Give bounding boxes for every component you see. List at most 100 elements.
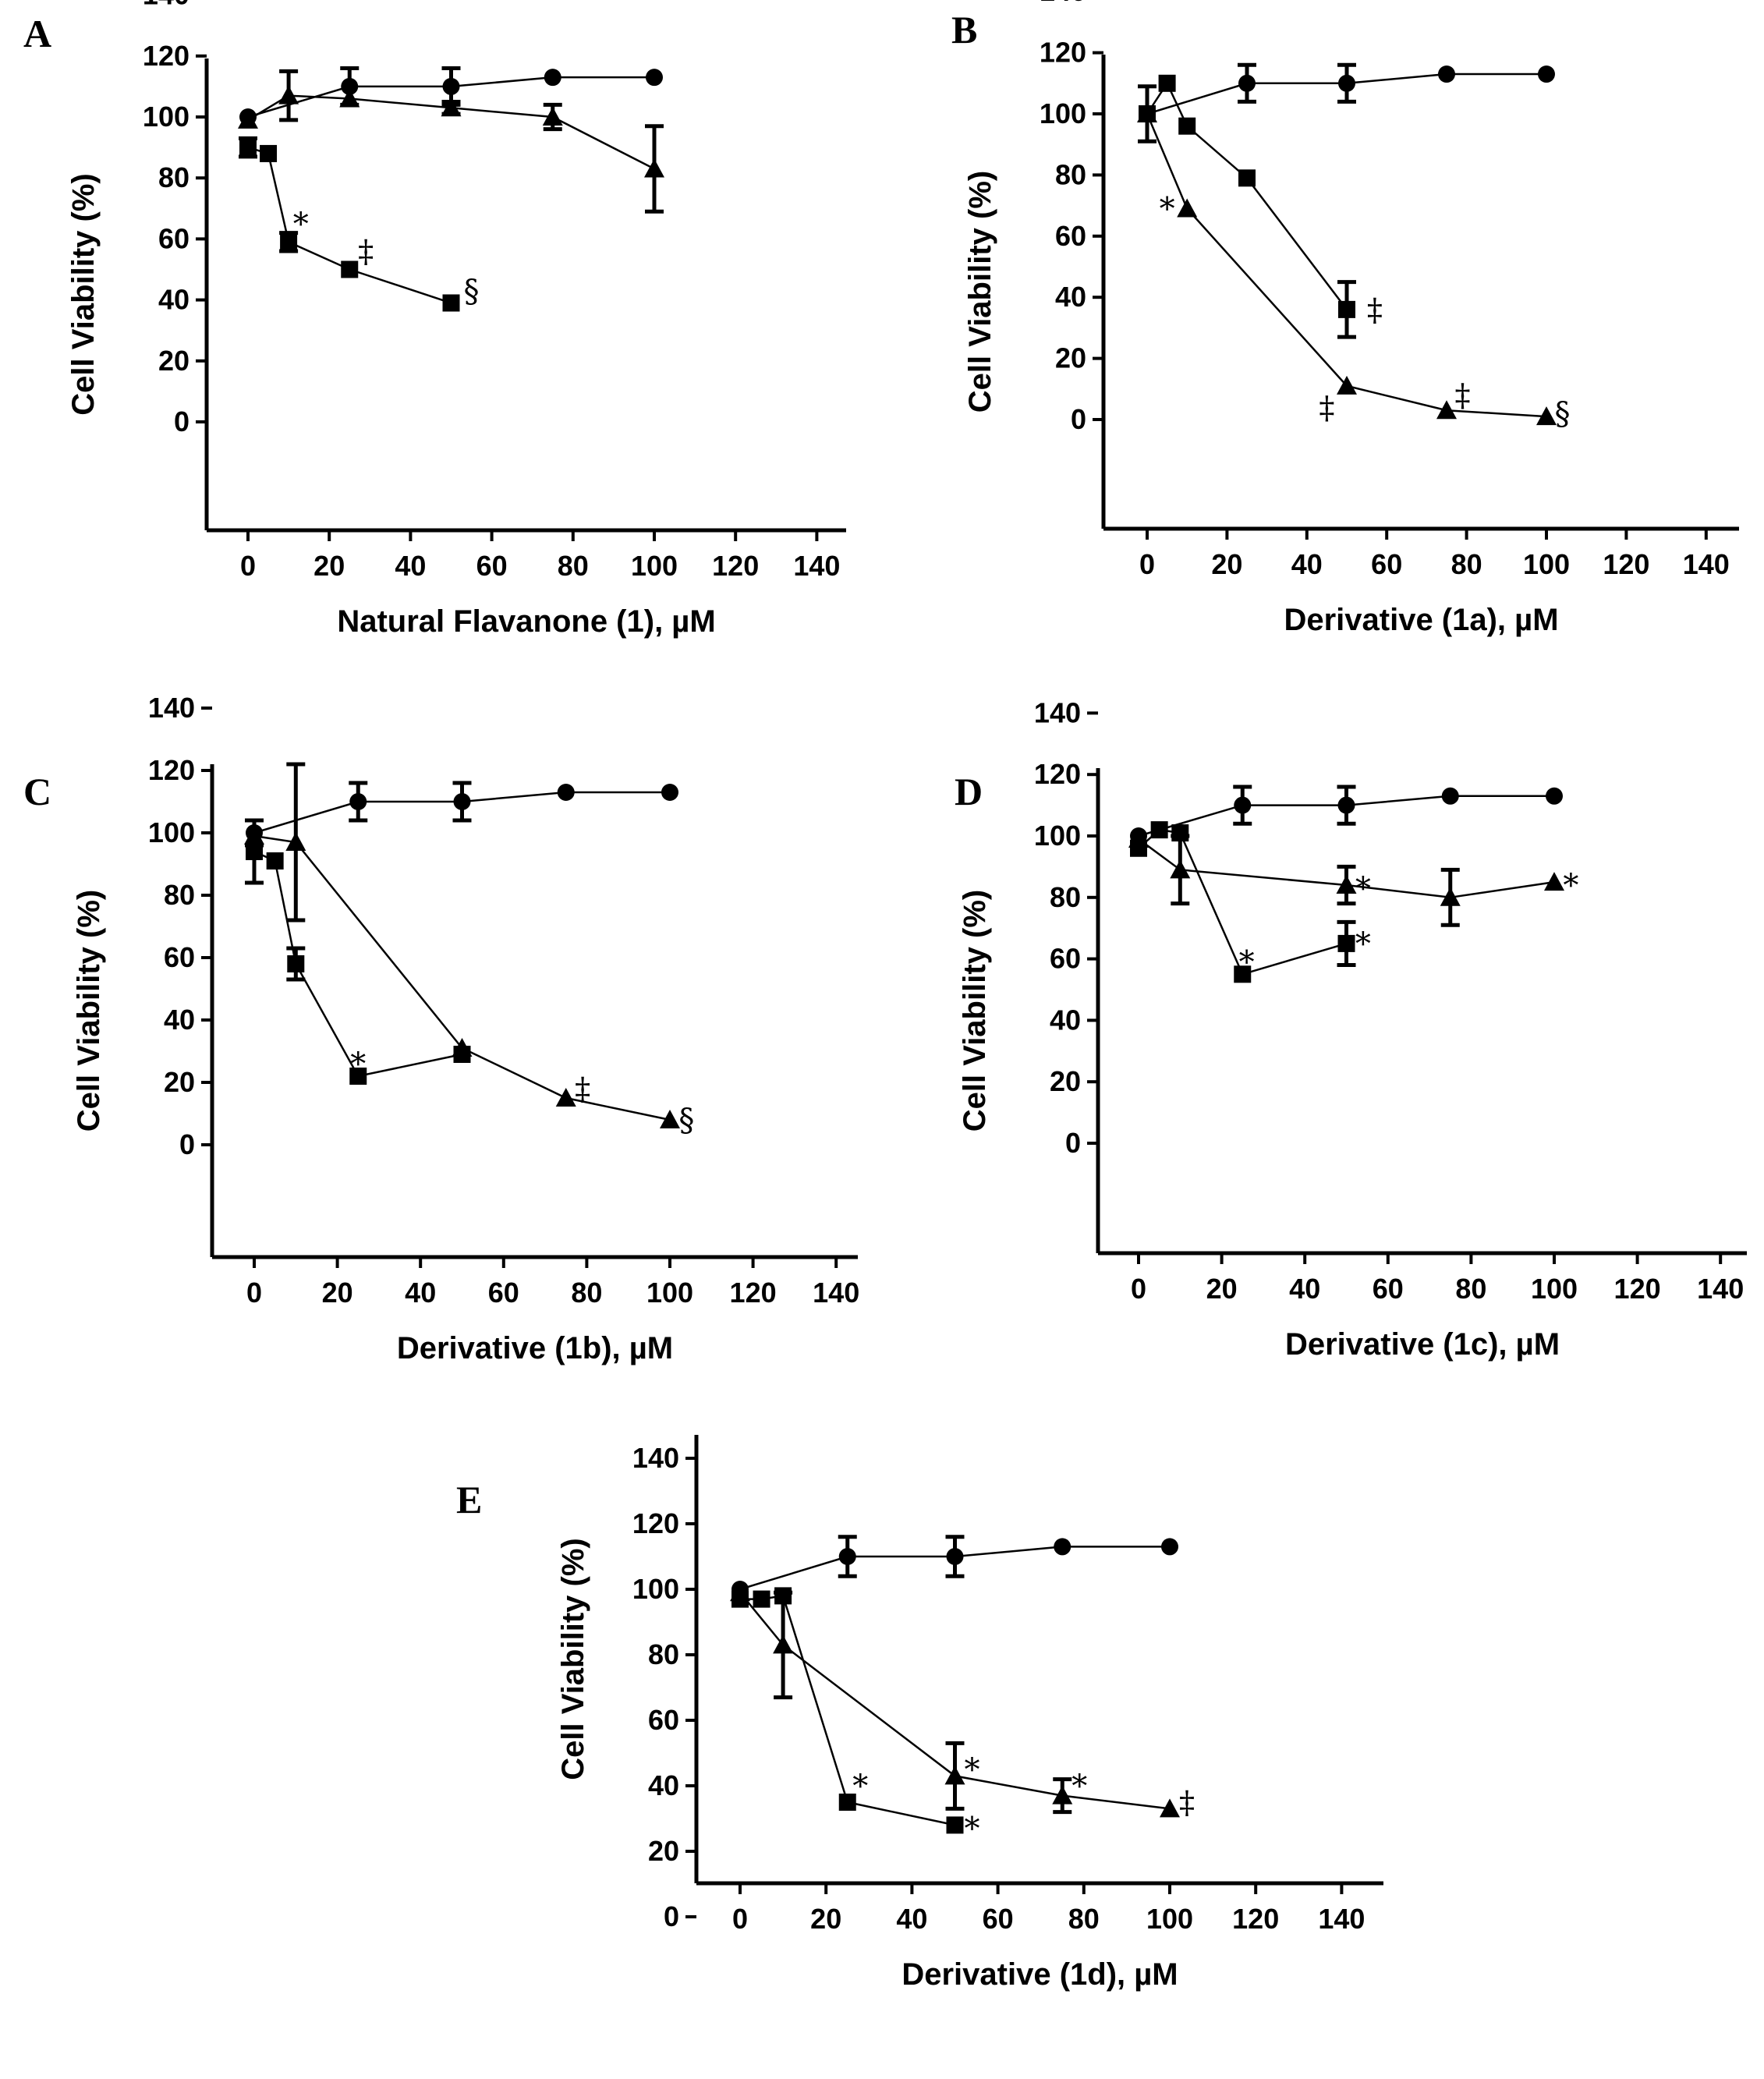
panel-e: E 0 20 40 60 80 100 120 140 0 20 40 60 80 100 120 140 Der… [456, 1435, 1383, 1992]
significance-annotation: * [1355, 871, 1371, 907]
y-tick-label: 140 [143, 0, 190, 11]
y-tick-label: 120 [1040, 37, 1086, 69]
panel-d: D 0 20 40 60 80 100 120 140 0 20 40 60 80 100 120 140 Der… [955, 696, 1747, 1362]
y-tick-label: 100 [148, 816, 195, 848]
y-axis-title: Cell Viability (%) [963, 171, 997, 413]
x-axis-title: Derivative (1d), µM [901, 1957, 1178, 1992]
x-tick-label: 40 [1289, 1273, 1320, 1305]
x-tick-label: 40 [405, 1277, 436, 1309]
y-tick-label: 140 [148, 692, 195, 724]
circle-point [1054, 1538, 1072, 1556]
y-tick-label: 100 [143, 101, 190, 133]
significance-annotation: * [350, 1047, 366, 1082]
square-point [1171, 824, 1189, 842]
x-tick-label: 100 [646, 1277, 693, 1309]
x-tick-label: 60 [1373, 1273, 1404, 1305]
y-tick-label: 140 [1040, 0, 1086, 7]
y-tick-label: 80 [164, 879, 195, 911]
square-point [1337, 934, 1355, 952]
significance-annotation: * [1239, 945, 1255, 981]
triangle-point [238, 109, 258, 129]
triangle-point [1337, 375, 1357, 395]
y-tick-label: 0 [664, 1900, 679, 1932]
x-tick-label: 100 [1531, 1273, 1578, 1305]
significance-annotation: * [1355, 926, 1371, 962]
significance-annotation: * [1072, 1769, 1087, 1805]
circle-point [1161, 1538, 1178, 1556]
panel-letter: B [951, 8, 977, 51]
x-tick-label: 120 [1603, 548, 1649, 580]
y-tick-label: 60 [164, 941, 195, 973]
circle-point [1546, 787, 1563, 805]
square-point [1178, 117, 1196, 135]
x-tick-label: 100 [1523, 548, 1570, 580]
triangle-point [1177, 198, 1198, 218]
y-axis-title: Cell Viability (%) [958, 890, 992, 1132]
x-tick-label: 20 [322, 1277, 353, 1309]
circle-point [946, 1548, 964, 1565]
triangle-point [1336, 875, 1357, 894]
y-tick-label: 140 [1034, 696, 1081, 728]
x-tick-label: 40 [896, 1903, 927, 1935]
significance-annotation: * [965, 1752, 980, 1788]
y-tick-label: 0 [174, 406, 190, 437]
y-tick-label: 60 [158, 222, 190, 254]
x-tick-label: 0 [1139, 548, 1155, 580]
panel-a: A 0 20 40 60 80 100 120 140 0 20 40 60 80 100 120 140 Nat… [23, 0, 846, 639]
triangle-series-line [1146, 113, 1547, 418]
y-tick-label: 60 [648, 1704, 679, 1736]
panel-c: C 0 20 40 60 80 100 120 140 0 20 40 60 80 100 120 140 Der… [23, 692, 859, 1365]
x-tick-label: 40 [1291, 548, 1323, 580]
square-point [946, 1816, 964, 1834]
triangle-point [1160, 1798, 1180, 1818]
square-point [341, 260, 359, 278]
x-tick-label: 80 [558, 550, 589, 582]
significance-annotation: * [1160, 192, 1175, 228]
x-tick-label: 0 [240, 550, 256, 582]
circle-point [1441, 787, 1459, 805]
significance-annotation: ‡ [1319, 390, 1334, 426]
triangle-point [1170, 859, 1191, 879]
significance-annotation: ‡ [575, 1071, 590, 1107]
panel-letter: D [955, 770, 983, 813]
x-tick-label: 60 [983, 1903, 1014, 1935]
square-point [1238, 169, 1256, 187]
y-axis-title: Cell Viability (%) [66, 173, 101, 415]
panel-b: B 0 20 40 60 80 100 120 140 0 20 40 60 80 100 120 140 Der… [951, 0, 1739, 637]
panel-letter: E [456, 1478, 482, 1521]
x-tick-label: 80 [571, 1277, 602, 1309]
y-tick-label: 20 [164, 1066, 195, 1098]
x-tick-label: 0 [246, 1277, 262, 1309]
square-point [287, 955, 305, 972]
triangle-point [441, 97, 462, 117]
y-axis-title: Cell Viability (%) [72, 890, 106, 1132]
y-tick-label: 60 [1055, 220, 1086, 252]
circle-point [1238, 74, 1256, 92]
x-tick-label: 100 [631, 550, 678, 582]
circle-point [1538, 66, 1555, 83]
triangle-point [1536, 406, 1557, 426]
triangle-point [644, 158, 664, 178]
y-tick-label: 0 [1071, 403, 1086, 435]
circle-point [349, 793, 367, 810]
square-point [246, 843, 263, 860]
x-axis-title: Derivative (1b), µM [397, 1331, 673, 1365]
x-tick-label: 140 [1683, 548, 1730, 580]
y-tick-label: 0 [1065, 1127, 1081, 1159]
significance-annotation: * [965, 1812, 980, 1847]
circle-point [341, 77, 359, 95]
x-tick-label: 60 [488, 1277, 519, 1309]
square-point [1139, 105, 1156, 122]
x-tick-label: 80 [1455, 1273, 1486, 1305]
y-tick-label: 120 [1034, 758, 1081, 790]
circle-point [838, 1548, 856, 1565]
x-tick-label: 40 [395, 550, 426, 582]
y-tick-label: 80 [1055, 158, 1086, 190]
circle-point [1337, 796, 1355, 814]
panel-letter: C [23, 770, 51, 813]
x-tick-label: 20 [810, 1903, 841, 1935]
significance-annotation: § [1554, 396, 1570, 432]
x-tick-label: 120 [712, 550, 759, 582]
y-tick-label: 0 [179, 1128, 195, 1160]
